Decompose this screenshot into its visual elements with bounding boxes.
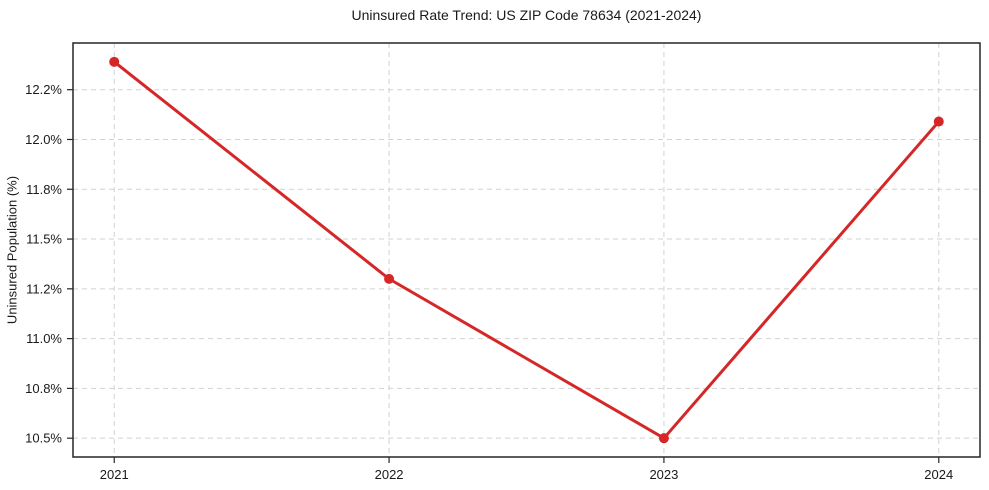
trend-line xyxy=(112,60,941,440)
data-point xyxy=(658,433,669,444)
data-point xyxy=(933,116,944,127)
plot-border xyxy=(72,42,981,458)
y-tick-label: 12.2% xyxy=(25,82,62,97)
data-point xyxy=(384,273,395,284)
y-tick-label: 11.5% xyxy=(26,232,62,247)
y-tick-label: 11.8% xyxy=(26,182,62,197)
y-tick-label: 11.2% xyxy=(26,281,62,296)
y-tick-label: 12.0% xyxy=(25,132,62,147)
y-tick-label: 10.5% xyxy=(25,431,62,446)
x-tick-label: 2023 xyxy=(649,467,678,482)
y-tick-label: 10.8% xyxy=(25,381,62,396)
x-tick-label: 2024 xyxy=(924,467,953,482)
x-tick-label: 2022 xyxy=(375,467,404,482)
y-tick-label: 11.0% xyxy=(26,331,62,346)
y-axis-label: Uninsured Population (%) xyxy=(4,175,20,325)
x-tick-label: 2021 xyxy=(100,467,129,482)
chart-title: Uninsured Rate Trend: US ZIP Code 78634 … xyxy=(351,7,702,23)
data-point xyxy=(109,56,120,67)
